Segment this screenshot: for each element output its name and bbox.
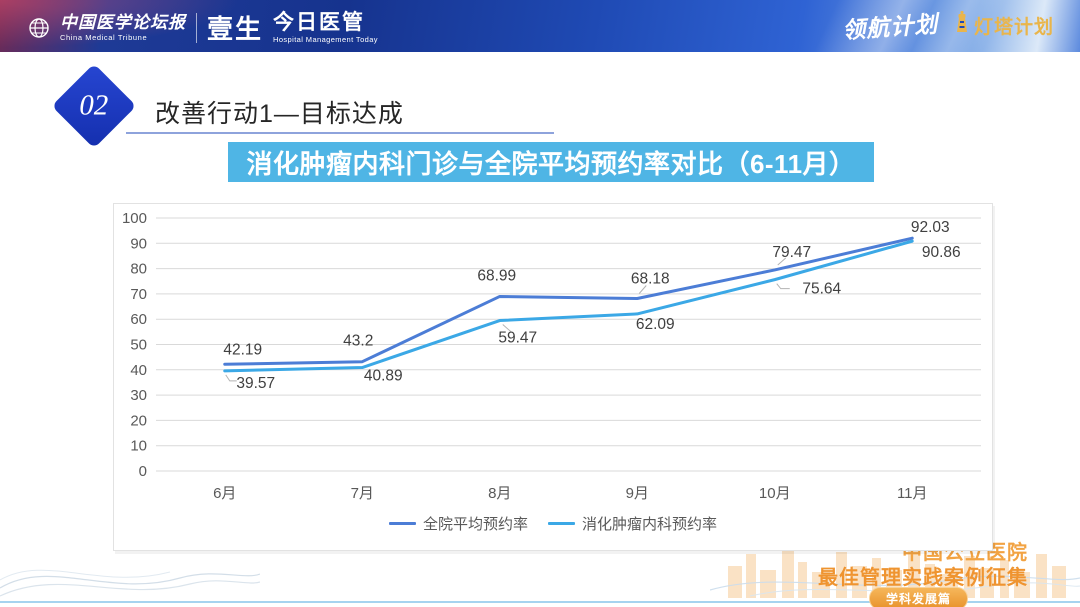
sail-plan-logo: 领航计划 (841, 10, 939, 45)
data-label: 43.2 (343, 333, 373, 350)
lighthouse-plan-logo: 灯塔计划 (954, 10, 1054, 40)
data-label: 79.47 (772, 244, 811, 261)
legend-label: 消化肿瘤内科预约率 (582, 515, 718, 533)
series-line (223, 236, 914, 366)
x-tick-label: 11月 (897, 485, 928, 502)
data-label: 62.09 (636, 316, 675, 333)
line-chart: 0 10 20 30 40 50 60 70 80 90 100 6月 7月 8月 9月 10月 11月 42.1… (122, 210, 981, 502)
cmt-logo-en: China Medical Tribune (60, 32, 148, 42)
y-tick-label: 80 (130, 261, 147, 278)
y-tick-label: 100 (122, 210, 147, 227)
globe-icon (28, 17, 50, 39)
watermark-badge: 学科发展篇 (868, 587, 968, 607)
label-leader (777, 257, 787, 266)
section-title: 改善行动1—目标达成 (155, 100, 404, 128)
data-label: 68.99 (477, 267, 516, 284)
lighthouse-icon (954, 10, 970, 40)
skyline-graphic (709, 540, 1080, 605)
y-tick-label: 90 (130, 235, 147, 252)
legend-label: 全院平均预约率 (422, 515, 528, 533)
bottom-accent-line (0, 601, 1080, 603)
chart-card: 0 10 20 30 40 50 60 70 80 90 100 6月 7月 8月 9月 10月 11月 42.1… (113, 203, 993, 551)
legend-item: 全院平均预约率 (388, 513, 528, 534)
label-leader (776, 283, 790, 290)
x-tick-label: 6月 (213, 485, 236, 502)
legend-item: 消化肿瘤内科预约率 (548, 513, 717, 534)
data-label: 90.86 (922, 244, 961, 261)
y-tick-label: 70 (130, 286, 147, 303)
waves-left-graphic (0, 540, 261, 607)
legend-swatch (388, 521, 416, 525)
jryg-logo-en: Hospital Management Today (273, 34, 378, 44)
label-leader (225, 374, 237, 382)
data-label: 92.03 (911, 219, 950, 236)
y-tick-label: 50 (130, 337, 147, 354)
brand-divider (196, 12, 197, 43)
x-tick-label: 10月 (759, 485, 791, 502)
cmt-logo-cn: 中国医学论坛报 (60, 12, 186, 32)
data-label: 68.18 (631, 271, 670, 288)
title-underline (126, 132, 554, 134)
data-label: 59.47 (498, 330, 537, 347)
label-leader (502, 324, 512, 332)
y-tick-label: 0 (139, 463, 147, 480)
series-line (223, 239, 914, 373)
data-label: 75.64 (802, 281, 841, 298)
lighthouse-plan-text: 灯塔计划 (973, 16, 1054, 38)
y-tick-label: 10 (130, 438, 147, 455)
brand-right: 领航计划 灯塔计划 (841, 8, 1054, 45)
yisheng-logo: 壹生 (207, 15, 264, 44)
data-label: 42.19 (223, 341, 262, 358)
data-label: 39.57 (236, 375, 275, 392)
y-tick-label: 30 (130, 387, 147, 404)
x-tick-label: 9月 (626, 485, 649, 502)
label-leader (638, 285, 647, 294)
chart-legend: 全院平均预约率 消化肿瘤内科预约率 (114, 506, 992, 540)
y-tick-label: 40 (130, 362, 147, 379)
section-number: 02 (76, 89, 112, 122)
y-tick-label: 20 (130, 412, 147, 429)
y-tick-label: 60 (130, 311, 147, 328)
data-label: 40.89 (364, 368, 403, 385)
legend-swatch (548, 521, 575, 525)
section-banner: 消化肿瘤内科门诊与全院平均预约率对比（6-11月） (228, 142, 874, 182)
x-tick-label: 7月 (351, 485, 374, 502)
x-tick-label: 8月 (488, 485, 511, 502)
brand-left: 中国医学论坛报 China Medical Tribune 壹生 今日医管 Ho… (28, 9, 378, 46)
top-brand-bar: 中国医学论坛报 China Medical Tribune 壹生 今日医管 Ho… (0, 0, 1080, 52)
watermark-line2: 最佳管理实践案例征集 (818, 567, 1028, 589)
banner-text: 消化肿瘤内科门诊与全院平均预约率对比（6-11月） (246, 148, 856, 179)
section-number-badge: 02 (51, 63, 137, 149)
jryg-logo-cn: 今日医管 (273, 10, 366, 34)
